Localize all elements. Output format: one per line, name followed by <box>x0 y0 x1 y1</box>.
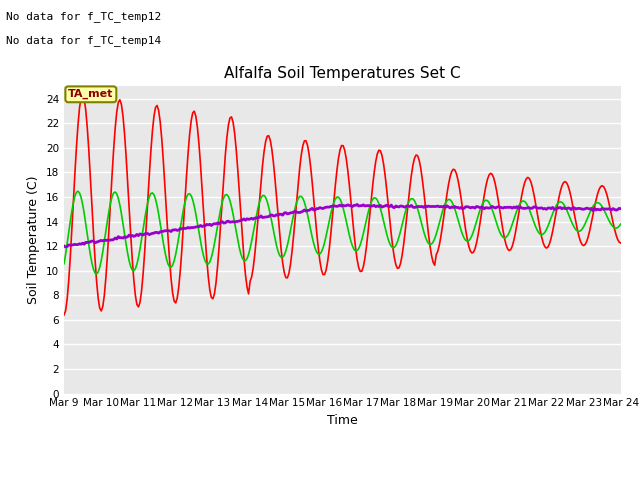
Y-axis label: Soil Temperature (C): Soil Temperature (C) <box>28 176 40 304</box>
Title: Alfalfa Soil Temperatures Set C: Alfalfa Soil Temperatures Set C <box>224 66 461 81</box>
Text: No data for f_TC_temp12: No data for f_TC_temp12 <box>6 11 162 22</box>
X-axis label: Time: Time <box>327 414 358 427</box>
Text: TA_met: TA_met <box>68 89 113 99</box>
Text: No data for f_TC_temp14: No data for f_TC_temp14 <box>6 35 162 46</box>
